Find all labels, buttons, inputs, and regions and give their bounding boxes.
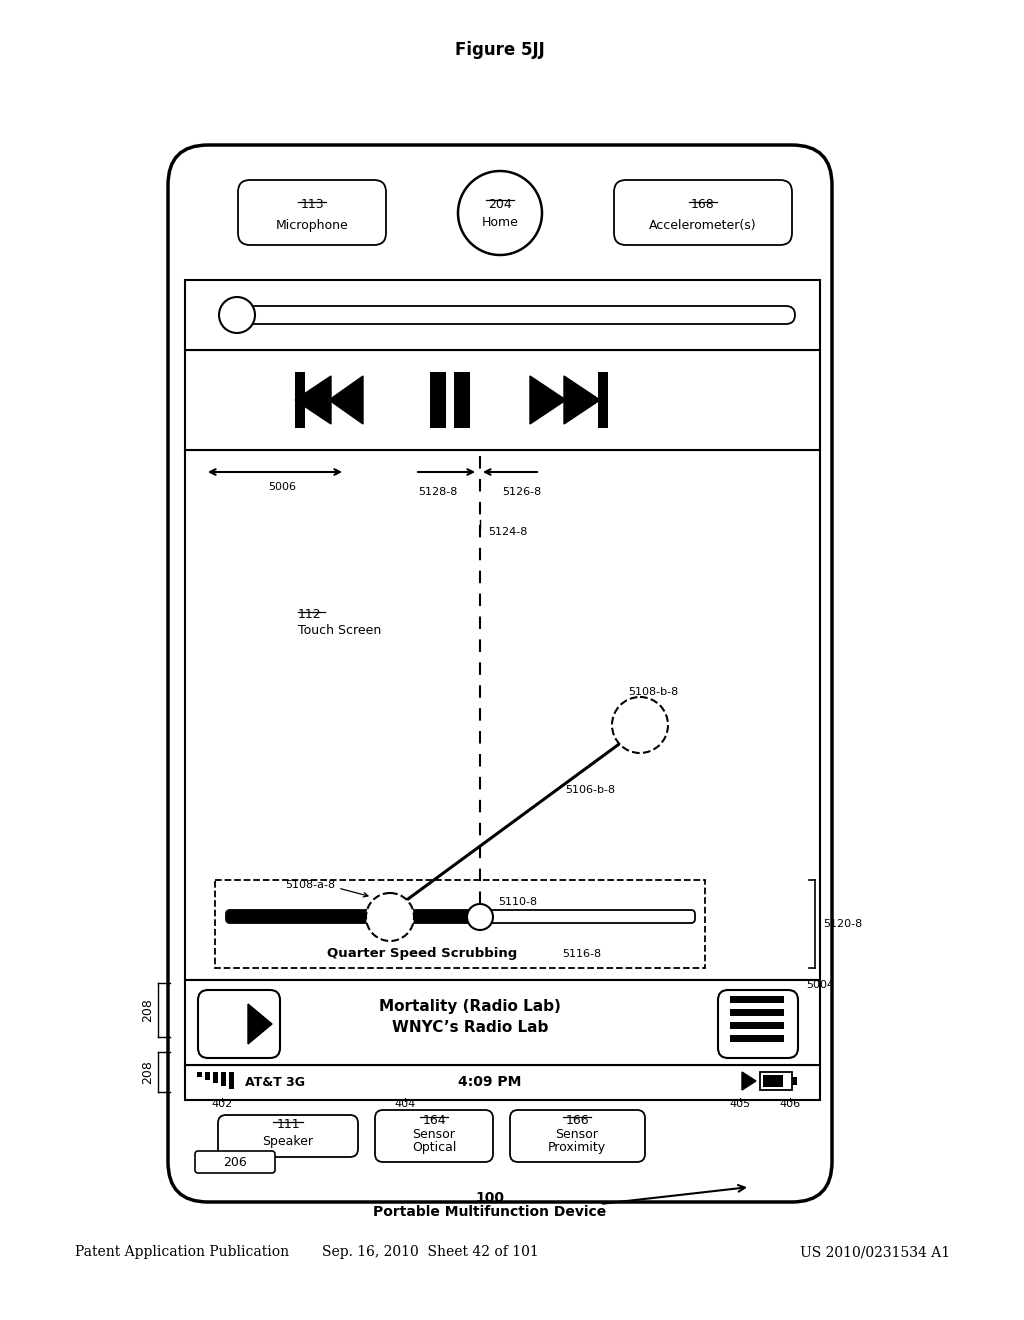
Bar — [730, 997, 784, 1003]
FancyBboxPatch shape — [718, 990, 798, 1059]
Polygon shape — [564, 376, 600, 424]
Text: Home: Home — [481, 215, 518, 228]
Text: 164: 164 — [422, 1114, 445, 1126]
Circle shape — [467, 904, 493, 931]
FancyBboxPatch shape — [510, 1110, 645, 1162]
Polygon shape — [329, 376, 362, 424]
Text: 111: 111 — [276, 1118, 300, 1131]
Bar — [295, 372, 305, 428]
Text: Portable Multifunction Device: Portable Multifunction Device — [374, 1205, 606, 1218]
Bar — [430, 372, 446, 428]
FancyBboxPatch shape — [226, 909, 480, 923]
Text: 405: 405 — [729, 1100, 751, 1109]
FancyBboxPatch shape — [238, 180, 386, 246]
Bar — [197, 1072, 202, 1077]
Text: Sensor: Sensor — [413, 1127, 456, 1140]
Bar — [598, 372, 608, 428]
Circle shape — [219, 297, 255, 333]
Text: 402: 402 — [211, 1100, 232, 1109]
FancyBboxPatch shape — [375, 1110, 493, 1162]
FancyBboxPatch shape — [237, 306, 795, 323]
Bar — [730, 1008, 784, 1016]
Text: AT&T 3G: AT&T 3G — [245, 1076, 305, 1089]
Circle shape — [458, 172, 542, 255]
Bar — [760, 1072, 792, 1090]
Bar — [185, 280, 820, 350]
Bar — [185, 1065, 820, 1100]
Text: 168: 168 — [691, 198, 715, 211]
FancyBboxPatch shape — [195, 1151, 275, 1173]
Bar — [221, 1072, 226, 1086]
Text: 113: 113 — [300, 198, 324, 211]
Text: 5120-8: 5120-8 — [823, 919, 862, 929]
FancyBboxPatch shape — [226, 909, 695, 923]
Text: 112: 112 — [298, 609, 322, 622]
Polygon shape — [530, 376, 566, 424]
Text: Sep. 16, 2010  Sheet 42 of 101: Sep. 16, 2010 Sheet 42 of 101 — [322, 1245, 539, 1259]
Polygon shape — [295, 376, 331, 424]
Text: 5116-8: 5116-8 — [562, 949, 601, 960]
Text: 5108-a-8: 5108-a-8 — [285, 880, 335, 890]
Text: 5124-8: 5124-8 — [488, 527, 527, 537]
Text: Quarter Speed Scrubbing: Quarter Speed Scrubbing — [327, 948, 517, 961]
Bar — [730, 1022, 784, 1030]
Text: WNYC’s Radio Lab: WNYC’s Radio Lab — [392, 1020, 548, 1035]
Text: 4:09 PM: 4:09 PM — [459, 1074, 521, 1089]
Bar — [215, 880, 705, 968]
Text: US 2010/0231534 A1: US 2010/0231534 A1 — [800, 1245, 950, 1259]
Bar — [229, 1072, 234, 1089]
Bar — [454, 372, 470, 428]
Text: Accelerometer(s): Accelerometer(s) — [649, 219, 757, 231]
Polygon shape — [248, 1005, 272, 1044]
Text: 406: 406 — [779, 1100, 801, 1109]
Text: 5006: 5006 — [268, 482, 296, 492]
Bar — [185, 350, 820, 450]
Text: 166: 166 — [565, 1114, 589, 1126]
Text: Proximity: Proximity — [548, 1142, 606, 1155]
FancyBboxPatch shape — [168, 145, 831, 1203]
Text: 5004: 5004 — [806, 979, 835, 990]
Circle shape — [612, 697, 668, 752]
Text: 404: 404 — [394, 1100, 416, 1109]
Text: Figure 5JJ: Figure 5JJ — [455, 41, 545, 59]
FancyBboxPatch shape — [198, 990, 280, 1059]
Bar — [213, 1072, 218, 1082]
Text: Touch Screen: Touch Screen — [298, 623, 381, 636]
Text: Patent Application Publication: Patent Application Publication — [75, 1245, 289, 1259]
Text: Optical: Optical — [412, 1142, 456, 1155]
Text: 206: 206 — [223, 1155, 247, 1168]
Text: 5128-8: 5128-8 — [418, 487, 458, 498]
Bar — [763, 1074, 783, 1086]
Text: Mortality (Radio Lab): Mortality (Radio Lab) — [379, 999, 561, 1015]
Bar — [792, 1077, 797, 1085]
FancyBboxPatch shape — [218, 1115, 358, 1158]
Text: Sensor: Sensor — [556, 1127, 598, 1140]
Bar — [185, 450, 820, 979]
Text: 5106-b-8: 5106-b-8 — [565, 785, 615, 795]
Text: 208: 208 — [141, 998, 155, 1022]
Text: 208: 208 — [141, 1060, 155, 1084]
Circle shape — [366, 894, 414, 941]
Text: 5108-b-8: 5108-b-8 — [628, 686, 678, 697]
Polygon shape — [742, 1072, 756, 1090]
Text: 5110-8: 5110-8 — [498, 898, 538, 907]
Text: Microphone: Microphone — [275, 219, 348, 231]
Text: 204: 204 — [488, 198, 512, 210]
Bar — [185, 979, 820, 1065]
Text: Speaker: Speaker — [262, 1135, 313, 1148]
Text: 100: 100 — [475, 1191, 505, 1205]
Bar — [730, 1035, 784, 1041]
FancyBboxPatch shape — [614, 180, 792, 246]
Bar — [205, 1072, 210, 1080]
Text: 5126-8: 5126-8 — [502, 487, 542, 498]
